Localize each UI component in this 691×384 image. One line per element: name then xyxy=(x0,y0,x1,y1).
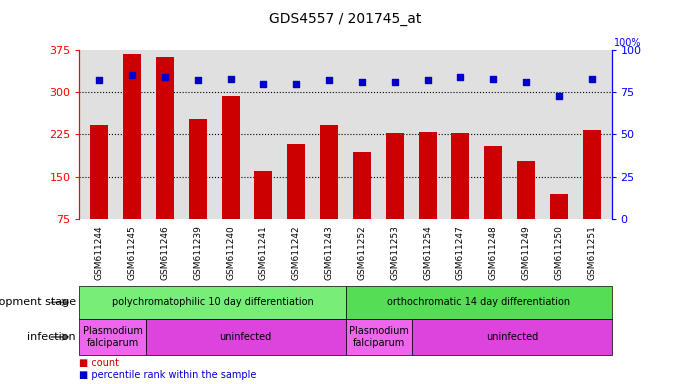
Bar xyxy=(353,152,371,261)
Point xyxy=(192,77,203,83)
Point xyxy=(160,74,171,80)
Point xyxy=(225,76,236,82)
Text: Plasmodium
falciparum: Plasmodium falciparum xyxy=(349,326,408,348)
Point xyxy=(422,77,433,83)
Point xyxy=(586,76,597,82)
Bar xyxy=(156,57,174,261)
Point xyxy=(258,81,269,87)
Point xyxy=(553,93,565,99)
Text: ■ percentile rank within the sample: ■ percentile rank within the sample xyxy=(79,370,257,381)
Text: 100%: 100% xyxy=(614,38,641,48)
Text: orthochromatic 14 day differentiation: orthochromatic 14 day differentiation xyxy=(387,297,570,308)
Bar xyxy=(123,54,141,261)
Bar xyxy=(90,125,108,261)
Point xyxy=(389,79,400,85)
Point xyxy=(488,76,499,82)
Bar xyxy=(189,119,207,261)
Text: uninfected: uninfected xyxy=(220,332,272,342)
Text: Plasmodium
falciparum: Plasmodium falciparum xyxy=(83,326,142,348)
Text: ■ count: ■ count xyxy=(79,358,120,368)
Text: polychromatophilic 10 day differentiation: polychromatophilic 10 day differentiatio… xyxy=(112,297,313,308)
Point xyxy=(323,77,334,83)
Bar xyxy=(386,133,404,261)
Point xyxy=(94,77,105,83)
Bar xyxy=(254,171,272,261)
Text: uninfected: uninfected xyxy=(486,332,538,342)
Text: GDS4557 / 201745_at: GDS4557 / 201745_at xyxy=(269,12,422,25)
Bar xyxy=(517,161,535,261)
Point xyxy=(357,79,368,85)
Bar xyxy=(484,146,502,261)
Point xyxy=(126,72,138,78)
Text: development stage: development stage xyxy=(0,297,76,308)
Bar xyxy=(287,144,305,261)
Point xyxy=(520,79,531,85)
Bar xyxy=(583,131,601,261)
Bar xyxy=(222,96,240,261)
Bar xyxy=(451,133,469,261)
Text: infection: infection xyxy=(28,332,76,342)
Bar xyxy=(550,194,568,261)
Point xyxy=(455,74,466,80)
Bar xyxy=(419,132,437,261)
Bar xyxy=(320,125,338,261)
Point xyxy=(291,81,302,87)
